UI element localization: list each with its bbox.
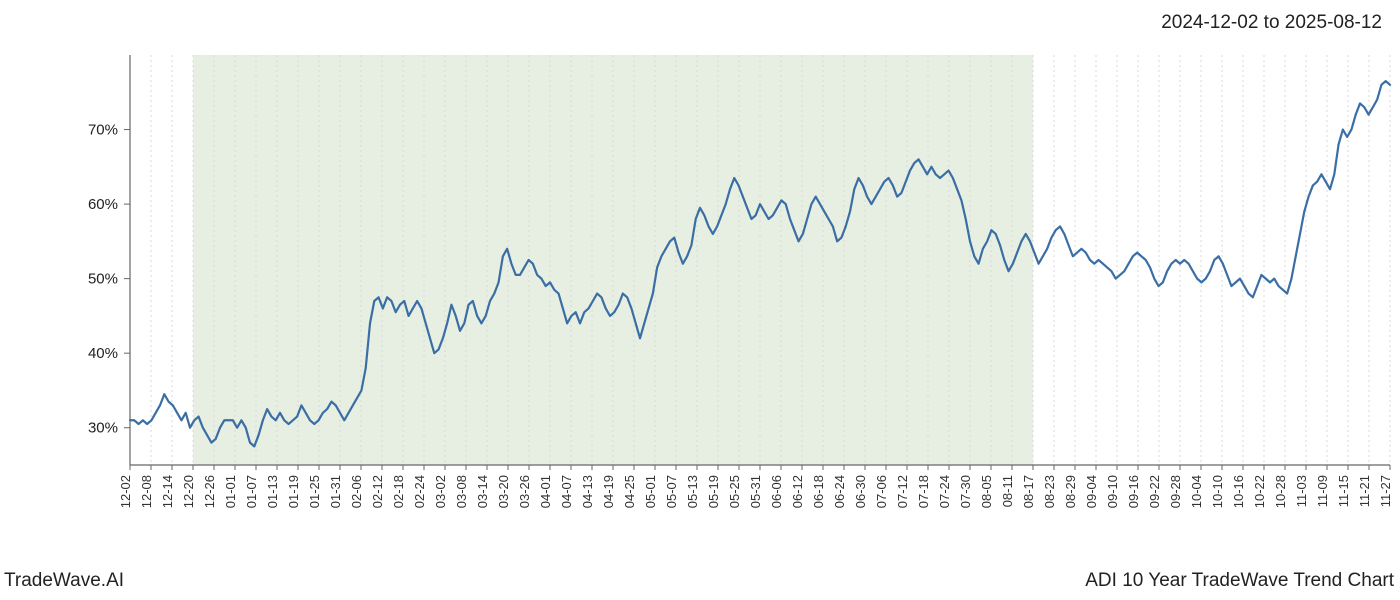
svg-text:70%: 70% — [88, 122, 118, 139]
svg-text:04-01: 04-01 — [538, 475, 553, 508]
chart-title: ADI 10 Year TradeWave Trend Chart — [1085, 570, 1394, 592]
svg-text:01-25: 01-25 — [307, 475, 322, 508]
svg-text:03-02: 03-02 — [433, 475, 448, 508]
svg-text:10-22: 10-22 — [1252, 475, 1267, 508]
svg-text:30%: 30% — [88, 420, 118, 437]
svg-text:04-07: 04-07 — [559, 475, 574, 508]
svg-text:02-18: 02-18 — [391, 475, 406, 508]
svg-text:04-25: 04-25 — [622, 475, 637, 508]
svg-text:08-05: 08-05 — [979, 475, 994, 508]
svg-text:06-06: 06-06 — [769, 475, 784, 508]
svg-text:12-26: 12-26 — [202, 475, 217, 508]
svg-text:40%: 40% — [88, 345, 118, 362]
svg-text:02-24: 02-24 — [412, 475, 427, 508]
svg-text:03-08: 03-08 — [454, 475, 469, 508]
svg-text:09-16: 09-16 — [1126, 475, 1141, 508]
svg-text:05-13: 05-13 — [685, 475, 700, 508]
svg-text:10-10: 10-10 — [1210, 475, 1225, 508]
svg-text:06-30: 06-30 — [853, 475, 868, 508]
svg-text:08-17: 08-17 — [1021, 475, 1036, 508]
svg-text:11-15: 11-15 — [1336, 475, 1351, 507]
svg-text:02-06: 02-06 — [349, 475, 364, 508]
svg-text:01-31: 01-31 — [328, 475, 343, 508]
svg-text:07-18: 07-18 — [916, 475, 931, 508]
svg-text:60%: 60% — [88, 196, 118, 213]
svg-text:08-23: 08-23 — [1042, 475, 1057, 508]
svg-text:05-25: 05-25 — [727, 475, 742, 508]
svg-text:10-16: 10-16 — [1231, 475, 1246, 508]
svg-text:07-24: 07-24 — [937, 475, 952, 508]
svg-text:50%: 50% — [88, 271, 118, 288]
svg-text:03-14: 03-14 — [475, 475, 490, 508]
svg-text:09-22: 09-22 — [1147, 475, 1162, 508]
svg-text:10-28: 10-28 — [1273, 475, 1288, 508]
svg-text:07-06: 07-06 — [874, 475, 889, 508]
svg-text:11-03: 11-03 — [1294, 475, 1309, 507]
svg-text:01-01: 01-01 — [223, 475, 238, 508]
svg-text:11-21: 11-21 — [1357, 475, 1372, 507]
svg-text:05-31: 05-31 — [748, 475, 763, 508]
date-range-label: 2024-12-02 to 2025-08-12 — [1161, 12, 1382, 34]
svg-text:04-19: 04-19 — [601, 475, 616, 508]
svg-text:07-12: 07-12 — [895, 475, 910, 508]
svg-text:06-12: 06-12 — [790, 475, 805, 508]
svg-text:01-19: 01-19 — [286, 475, 301, 508]
brand-label: TradeWave.AI — [4, 570, 124, 592]
svg-text:05-07: 05-07 — [664, 475, 679, 508]
svg-text:01-13: 01-13 — [265, 475, 280, 508]
svg-text:03-26: 03-26 — [517, 475, 532, 508]
svg-text:09-10: 09-10 — [1105, 475, 1120, 508]
svg-text:10-04: 10-04 — [1189, 475, 1204, 508]
svg-text:01-07: 01-07 — [244, 475, 259, 508]
svg-text:09-28: 09-28 — [1168, 475, 1183, 508]
svg-text:08-29: 08-29 — [1063, 475, 1078, 508]
svg-text:05-19: 05-19 — [706, 475, 721, 508]
svg-text:02-12: 02-12 — [370, 475, 385, 508]
svg-text:06-18: 06-18 — [811, 475, 826, 508]
svg-text:12-08: 12-08 — [139, 475, 154, 508]
svg-text:04-13: 04-13 — [580, 475, 595, 508]
svg-text:11-09: 11-09 — [1315, 475, 1330, 507]
svg-text:05-01: 05-01 — [643, 475, 658, 508]
svg-text:06-24: 06-24 — [832, 475, 847, 508]
svg-text:12-02: 12-02 — [118, 475, 133, 508]
svg-text:12-20: 12-20 — [181, 475, 196, 508]
svg-text:03-20: 03-20 — [496, 475, 511, 508]
svg-text:08-11: 08-11 — [1000, 475, 1015, 507]
svg-text:11-27: 11-27 — [1378, 475, 1393, 507]
svg-text:09-04: 09-04 — [1084, 475, 1099, 508]
trend-chart: 30% 40% 50% 60% 70% 12-02 12-08 12-14 12-20 12-26… — [0, 45, 1400, 560]
svg-text:12-14: 12-14 — [160, 475, 175, 508]
svg-text:07-30: 07-30 — [958, 475, 973, 508]
